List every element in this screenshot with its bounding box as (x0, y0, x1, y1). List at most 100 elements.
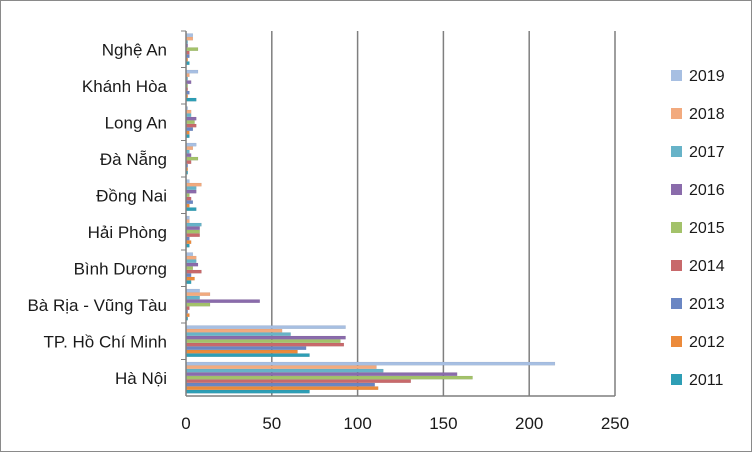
y-category-label: Bình Dương (74, 259, 167, 278)
bar (185, 33, 194, 37)
bar (185, 379, 411, 383)
bar (185, 240, 192, 244)
y-category-label: Nghệ An (102, 40, 167, 59)
bar (185, 116, 197, 121)
bar (185, 365, 377, 369)
bar (185, 123, 197, 128)
legend-swatch (671, 70, 682, 81)
bar (185, 328, 283, 333)
bar (185, 262, 199, 267)
x-tick-label: 250 (601, 414, 629, 433)
bar (185, 226, 200, 230)
bar (185, 335, 346, 340)
y-category-label: Đà Nẵng (100, 150, 167, 169)
legend-swatch (671, 298, 682, 309)
x-tick-label: 150 (429, 414, 457, 433)
bar (185, 349, 298, 354)
bar (185, 153, 192, 157)
labels: 0 50 100 150 200 250 Hà Nội TP. Hồ Chí Minh Bà R… (27, 40, 629, 433)
y-category-label: TP. Hồ Chí Minh (44, 332, 167, 351)
bar (185, 325, 346, 329)
bar (185, 80, 192, 84)
x-tick-label: 50 (262, 414, 281, 433)
bar (185, 207, 197, 211)
legend-label: 2013 (689, 296, 725, 313)
legend-swatch (671, 336, 682, 347)
bar (185, 266, 194, 270)
legend: 2019 2018 2017 2016 2015 2014 2013 2012 2011 (671, 68, 725, 389)
bar (185, 146, 194, 150)
bar (185, 361, 556, 366)
bar (185, 255, 197, 260)
legend-swatch (671, 222, 682, 233)
bar (185, 368, 384, 373)
x-tick-label: 0 (181, 414, 190, 433)
bars (185, 33, 556, 394)
axes (181, 30, 615, 397)
bar (185, 160, 192, 164)
legend-swatch (671, 184, 682, 195)
bar (185, 97, 197, 102)
bar (185, 109, 192, 114)
legend-label: 2015 (689, 220, 725, 237)
legend-swatch (671, 146, 682, 157)
bar (185, 273, 192, 277)
bar (185, 292, 211, 296)
bar (185, 332, 291, 336)
bar (185, 69, 199, 74)
legend-label: 2012 (689, 334, 725, 351)
legend-label: 2017 (689, 144, 725, 161)
bar (185, 288, 200, 293)
legend-label: 2011 (689, 372, 724, 389)
bar (185, 389, 310, 394)
bar (185, 386, 379, 390)
y-category-label: Bà Rịa - Vũng Tàu (27, 296, 167, 315)
legend-swatch (671, 260, 682, 271)
y-category-label: Đồng Nai (96, 186, 167, 205)
bar (185, 382, 375, 387)
y-category-label: Hà Nội (115, 369, 167, 388)
bar (185, 259, 197, 263)
legend-label: 2019 (689, 68, 725, 85)
bar (185, 229, 200, 234)
bar (185, 113, 192, 117)
legend-swatch (671, 374, 682, 385)
bar (185, 339, 341, 343)
bar (185, 280, 192, 284)
bar (185, 156, 199, 161)
bar (185, 200, 194, 204)
bar (185, 252, 194, 256)
bar (185, 372, 458, 376)
legend-label: 2016 (689, 182, 725, 199)
bar (185, 186, 197, 190)
bar (185, 142, 197, 147)
bar (185, 36, 194, 41)
bar (185, 222, 202, 227)
bar (185, 182, 202, 187)
bar (185, 375, 473, 380)
bar (185, 127, 194, 131)
legend-label: 2014 (689, 258, 725, 275)
bar (185, 302, 211, 307)
x-tick-label: 100 (343, 414, 371, 433)
bar (185, 269, 202, 274)
bar (185, 299, 260, 303)
bar (185, 353, 310, 357)
y-category-label: Long An (105, 113, 167, 132)
bar (185, 47, 199, 51)
bar (185, 342, 345, 347)
bar (185, 346, 307, 350)
bar (185, 276, 195, 281)
bar (185, 233, 200, 237)
y-category-label: Hải Phòng (88, 223, 167, 242)
bar (185, 189, 197, 194)
bar (185, 120, 195, 124)
legend-swatch (671, 108, 682, 119)
x-tick-label: 200 (515, 414, 543, 433)
y-category-label: Khánh Hòa (82, 77, 168, 96)
bar (185, 196, 192, 201)
bar (185, 295, 200, 300)
legend-label: 2018 (689, 106, 725, 123)
